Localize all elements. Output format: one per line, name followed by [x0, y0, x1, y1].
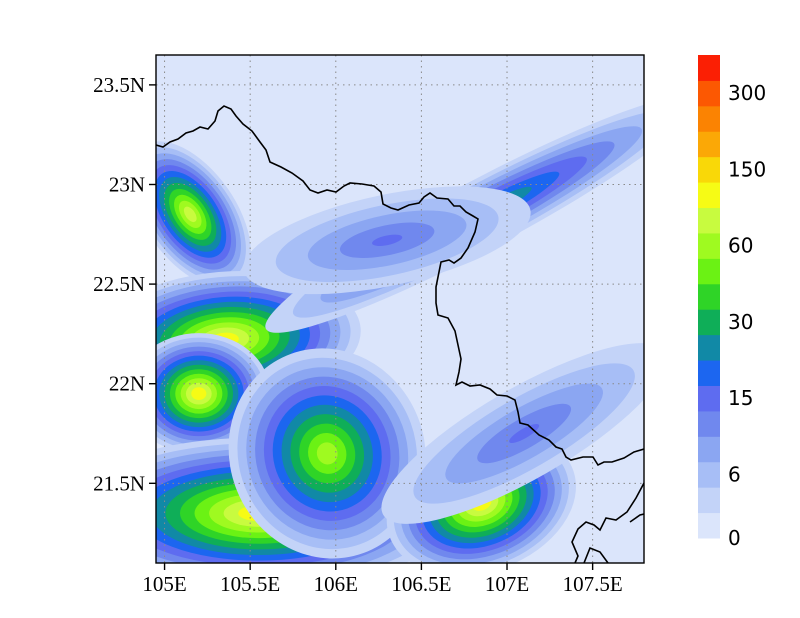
contour-band-4-11: [316, 442, 338, 465]
y-tick-label: 22.5N: [93, 272, 145, 296]
region-east-band: [381, 343, 644, 524]
colorbar-bin: [698, 55, 720, 81]
colorbar-label: 300: [728, 81, 766, 105]
colorbar-bin: [698, 207, 720, 234]
colorbar-bin: [698, 360, 720, 386]
colorbar-label: 15: [728, 386, 753, 410]
colorbar-label: 150: [728, 157, 766, 181]
colorbar-bin: [698, 105, 720, 132]
colorbar-bin: [698, 436, 720, 463]
contour-band-7-5: [372, 234, 403, 246]
y-tick-label: 21.5N: [93, 471, 145, 495]
y-tick-label: 23.5N: [93, 73, 145, 97]
region-west-band-middle: [156, 333, 271, 455]
x-tick-label: 107.5E: [563, 572, 623, 596]
colorbar-bin: [698, 182, 720, 209]
region-south-central: [228, 348, 426, 559]
precipitation-field: [156, 95, 644, 563]
x-tick-label: 107E: [485, 572, 529, 596]
colorbar-bin: [698, 283, 720, 310]
colorbar-bin: [698, 334, 720, 361]
colorbar-label: 30: [728, 310, 753, 334]
colorbar-bin: [698, 385, 720, 412]
colorbar-bin: [698, 410, 720, 437]
colorbar-label: 6: [728, 462, 741, 486]
grid-lines: [156, 55, 644, 563]
colorbar: 0 6 15 30 60 150 300: [698, 55, 766, 550]
colorbar-bin: [698, 258, 720, 285]
region-north-central-band: [243, 186, 531, 295]
colorbar-bin: [698, 512, 720, 539]
axes: 105E 105.5E 106E 106.5E 107E 107.5E 21.5N 22N 22…: [93, 73, 623, 596]
x-tick-label: 106.5E: [391, 572, 451, 596]
coast-islet: [583, 513, 644, 563]
coastline-borders: [156, 105, 644, 563]
colorbar-bin: [698, 487, 720, 514]
y-tick-label: 22N: [109, 372, 145, 396]
colorbar-bin: [698, 232, 720, 259]
x-tick-label: 105E: [142, 572, 186, 596]
coast-line-south-east: [571, 482, 644, 563]
border-line-north: [156, 105, 644, 467]
y-tick-label: 23N: [109, 172, 145, 196]
plot-frame: [155, 54, 645, 564]
x-tick-label: 105.5E: [220, 572, 280, 596]
plot-area: [155, 54, 645, 564]
colorbar-label: 60: [728, 234, 753, 258]
contour-band-2-13: [191, 387, 207, 401]
contour-band-0-12: [183, 206, 197, 223]
region-north-west-core: [156, 141, 251, 288]
colorbar-bin: [698, 309, 720, 336]
colorbar-bin: [698, 80, 720, 107]
colorbar-bin: [698, 156, 720, 183]
colorbar-label: 0: [728, 526, 741, 550]
x-tick-label: 106E: [314, 572, 358, 596]
colorbar-bin: [698, 131, 720, 158]
colorbar-bin: [698, 461, 720, 488]
